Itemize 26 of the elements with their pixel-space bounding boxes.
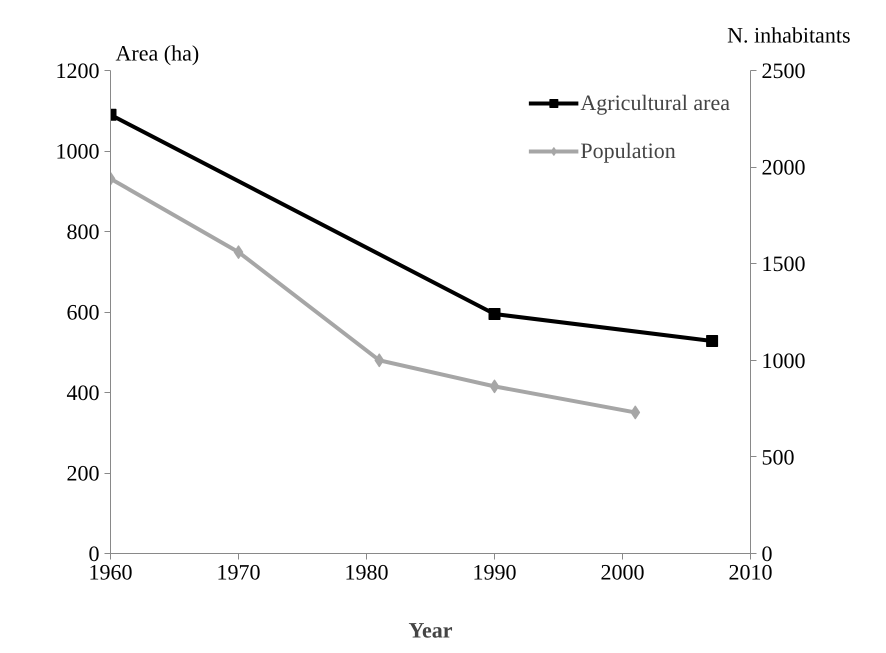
x-axis-title: Year [408,618,453,642]
y-tick-label: 0 [88,541,100,566]
y2-tick-label: 0 [762,541,772,566]
y2-tick-label: 2500 [762,58,806,83]
point [706,334,718,347]
legend-label: Agricultural area [580,90,730,116]
y2-axis-title: N. inhabitants [727,22,851,48]
y-tick-label: 200 [66,460,100,486]
x-tick-label: 1990 [472,560,516,584]
y-tick-label: 400 [66,380,100,405]
y-tick-label: 1000 [56,138,100,164]
point [374,353,384,368]
y-tick-label: 600 [66,300,100,324]
y-tick-label: 1200 [56,58,100,83]
x-tick-label: 1970 [216,560,260,584]
y2-tick-label: 1000 [762,348,806,373]
y2-tick-label: 500 [762,444,794,470]
x-tick-label: 1980 [344,560,388,584]
point [488,308,500,320]
y2-tick-label: 1500 [762,251,806,276]
x-tick-label: 2000 [600,560,644,584]
point [630,405,640,420]
y-axis-title: Area (ha) [116,40,200,66]
legend-label: Population [580,138,676,164]
y2-tick-label: 2000 [762,154,806,180]
y-tick-label: 800 [66,219,100,244]
